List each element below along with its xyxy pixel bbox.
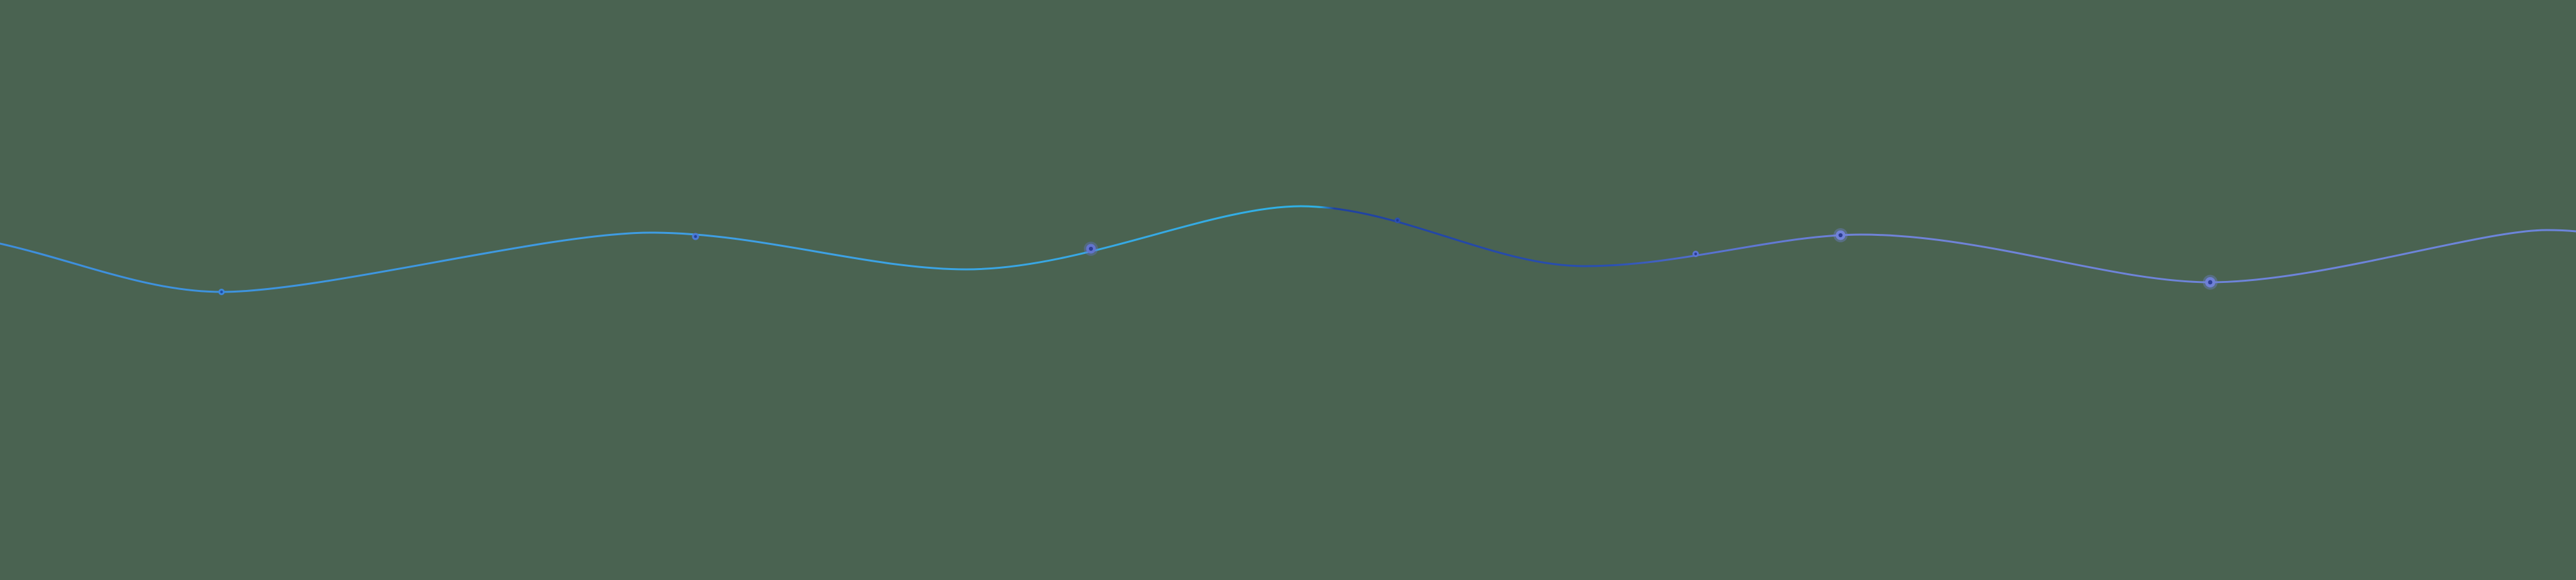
data-point-marker [2202, 275, 2218, 290]
wave-line [0, 205, 2576, 293]
data-point-marker [1084, 242, 1098, 256]
data-point-marker [1394, 217, 1401, 224]
data-point-marker [1833, 228, 1848, 242]
data-point-marker [1692, 251, 1699, 257]
data-point-marker [692, 233, 699, 240]
data-point-marker [218, 289, 225, 295]
